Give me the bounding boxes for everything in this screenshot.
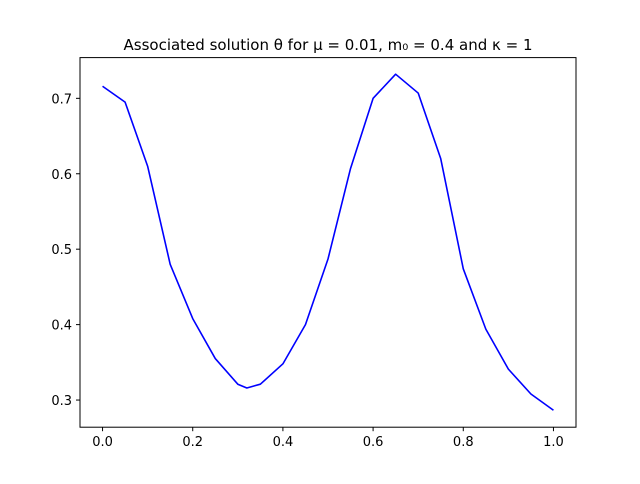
plot-frame (79, 57, 577, 428)
y-tick-label: 0.3 (51, 394, 72, 409)
x-tick-label: 1.0 (543, 435, 564, 450)
x-tick-label: 0.6 (363, 435, 384, 450)
y-tick-label: 0.6 (51, 168, 72, 183)
data-line (102, 73, 554, 411)
x-tick-label: 0.2 (182, 435, 203, 450)
y-tick-label: 0.4 (51, 319, 72, 334)
x-tick-label: 0.4 (273, 435, 294, 450)
y-tick-label: 0.5 (51, 243, 72, 258)
x-tick-label: 0.0 (92, 435, 113, 450)
y-tick-label: 0.7 (51, 92, 72, 107)
chart-title: Associated solution θ for μ = 0.01, m₀ =… (124, 36, 533, 54)
x-tick-label: 0.8 (453, 435, 474, 450)
